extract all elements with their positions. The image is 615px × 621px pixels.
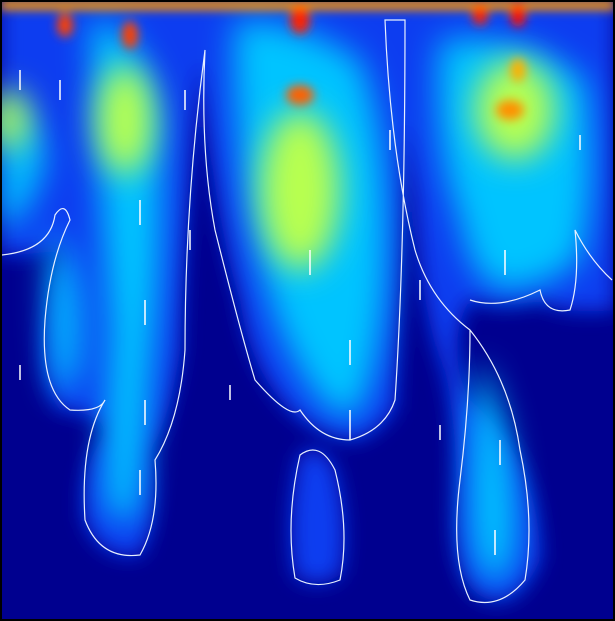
page — [0, 0, 615, 621]
field — [0, 0, 615, 619]
simulation-view — [0, 0, 615, 621]
